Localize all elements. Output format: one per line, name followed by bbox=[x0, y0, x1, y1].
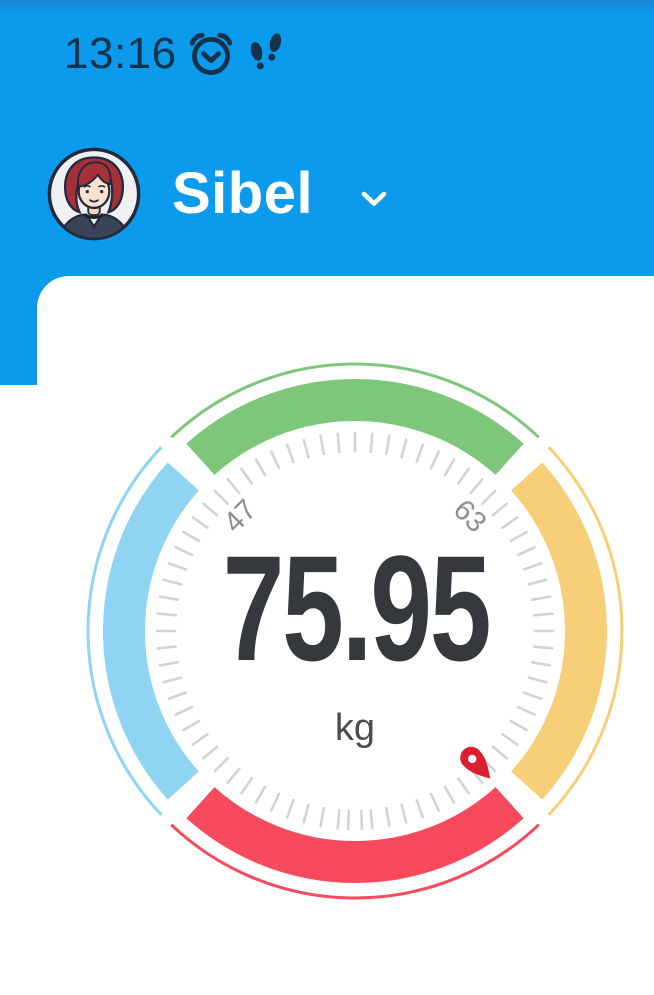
gauge-tick bbox=[443, 458, 456, 477]
gauge-tick bbox=[415, 443, 425, 464]
gauge-tick bbox=[254, 785, 267, 804]
gauge-tick bbox=[336, 808, 341, 830]
gauge-tick bbox=[532, 645, 554, 650]
gauge-tick bbox=[527, 578, 548, 586]
gauge-tick bbox=[240, 777, 254, 795]
gauge-tick bbox=[369, 432, 374, 453]
gauge-tick bbox=[443, 785, 456, 804]
gauge-tick bbox=[522, 562, 543, 571]
gauge-tick bbox=[270, 792, 281, 812]
gauge-tick bbox=[369, 808, 374, 830]
gauge-tick bbox=[522, 691, 543, 701]
gauge-tick bbox=[240, 467, 254, 485]
gauge-tick bbox=[359, 809, 364, 831]
gauge-unit: kg bbox=[335, 707, 375, 749]
gauge-tick bbox=[202, 745, 219, 760]
gauge-outline-red bbox=[170, 823, 540, 900]
gauge-tick bbox=[167, 691, 188, 701]
weight-gauge: 47 63 75.95 kg bbox=[75, 351, 635, 911]
gauge-tick bbox=[213, 756, 229, 773]
gauge-tick bbox=[509, 719, 528, 732]
gauge-tick bbox=[530, 595, 552, 601]
gauge-tick bbox=[530, 660, 552, 667]
gauge-tick bbox=[226, 478, 241, 495]
profile-name[interactable]: Sibel bbox=[172, 161, 314, 226]
status-bar: 13:16 bbox=[64, 28, 287, 80]
gauge-segment-red bbox=[186, 786, 524, 883]
avatar-mouth bbox=[89, 199, 99, 203]
gauge-tick bbox=[286, 798, 295, 819]
gauge-tick bbox=[319, 806, 325, 828]
gauge-tick bbox=[491, 502, 509, 517]
gauge-tick bbox=[156, 645, 177, 650]
gauge-tick bbox=[162, 578, 183, 586]
content-card: 47 63 75.95 kg bbox=[37, 276, 654, 995]
gauge-tick bbox=[532, 612, 554, 617]
gauge-outline-green bbox=[170, 362, 540, 439]
gauge-tick bbox=[158, 595, 179, 601]
gauge-tick bbox=[516, 546, 536, 557]
gauge-tick bbox=[456, 777, 470, 795]
gauge-tick bbox=[491, 745, 509, 760]
steps-icon bbox=[250, 33, 281, 70]
gauge-tick bbox=[191, 516, 209, 530]
gauge-tick bbox=[213, 489, 229, 505]
gauge-tick bbox=[384, 434, 391, 455]
gauge-tick bbox=[254, 458, 267, 477]
gauge-tick bbox=[509, 530, 528, 543]
gauge-tick bbox=[182, 719, 201, 732]
gauge-tick bbox=[469, 478, 484, 495]
gauge-tick bbox=[319, 434, 325, 455]
gauge-tick bbox=[415, 798, 425, 819]
gauge-tick bbox=[226, 767, 241, 785]
gauge-tick bbox=[156, 612, 177, 617]
gauge-tick bbox=[174, 546, 194, 557]
gauge-tick bbox=[501, 732, 519, 746]
gauge-tick bbox=[202, 502, 219, 517]
gauge-value: 75.95 bbox=[223, 525, 490, 692]
avatar[interactable] bbox=[46, 146, 142, 242]
gauge-tick bbox=[346, 809, 351, 831]
gauge-pointer bbox=[460, 746, 491, 779]
gauge-tick bbox=[162, 676, 183, 684]
avatar-choker bbox=[84, 213, 104, 219]
gauge-tick bbox=[400, 438, 408, 459]
gauge-segment-green bbox=[186, 379, 524, 476]
gauge-tick bbox=[167, 562, 188, 571]
gauge-outline-blue bbox=[86, 446, 163, 816]
gauge-tick bbox=[501, 516, 519, 530]
gauge-tick bbox=[182, 530, 201, 543]
gauge-tick bbox=[429, 450, 441, 470]
profile-selector[interactable]: Sibel bbox=[46, 146, 387, 242]
alarm-icon bbox=[189, 32, 232, 76]
gauge-segment-blue bbox=[103, 462, 200, 800]
gauge-tick bbox=[302, 803, 310, 824]
gauge-tick bbox=[191, 732, 209, 746]
gauge-tick bbox=[516, 705, 536, 717]
gauge-tick bbox=[429, 792, 441, 812]
gauge-tick bbox=[456, 467, 470, 485]
gauge-tick bbox=[336, 432, 341, 453]
status-time: 13:16 bbox=[64, 29, 177, 78]
gauge-tick bbox=[174, 705, 194, 717]
chevron-down-icon[interactable] bbox=[361, 191, 387, 207]
gauge-tick bbox=[400, 803, 408, 824]
gauge-tick bbox=[302, 438, 310, 459]
gauge-tick bbox=[158, 660, 179, 667]
gauge-tick bbox=[270, 450, 281, 470]
gauge-tick bbox=[286, 443, 295, 464]
gauge-outline-yellow bbox=[547, 446, 624, 816]
gauge-tick bbox=[527, 676, 548, 684]
gauge-tick bbox=[384, 806, 391, 828]
gauge-tick bbox=[480, 489, 497, 505]
avatar-bangs bbox=[77, 161, 112, 188]
gauge-segment-yellow bbox=[510, 462, 607, 800]
